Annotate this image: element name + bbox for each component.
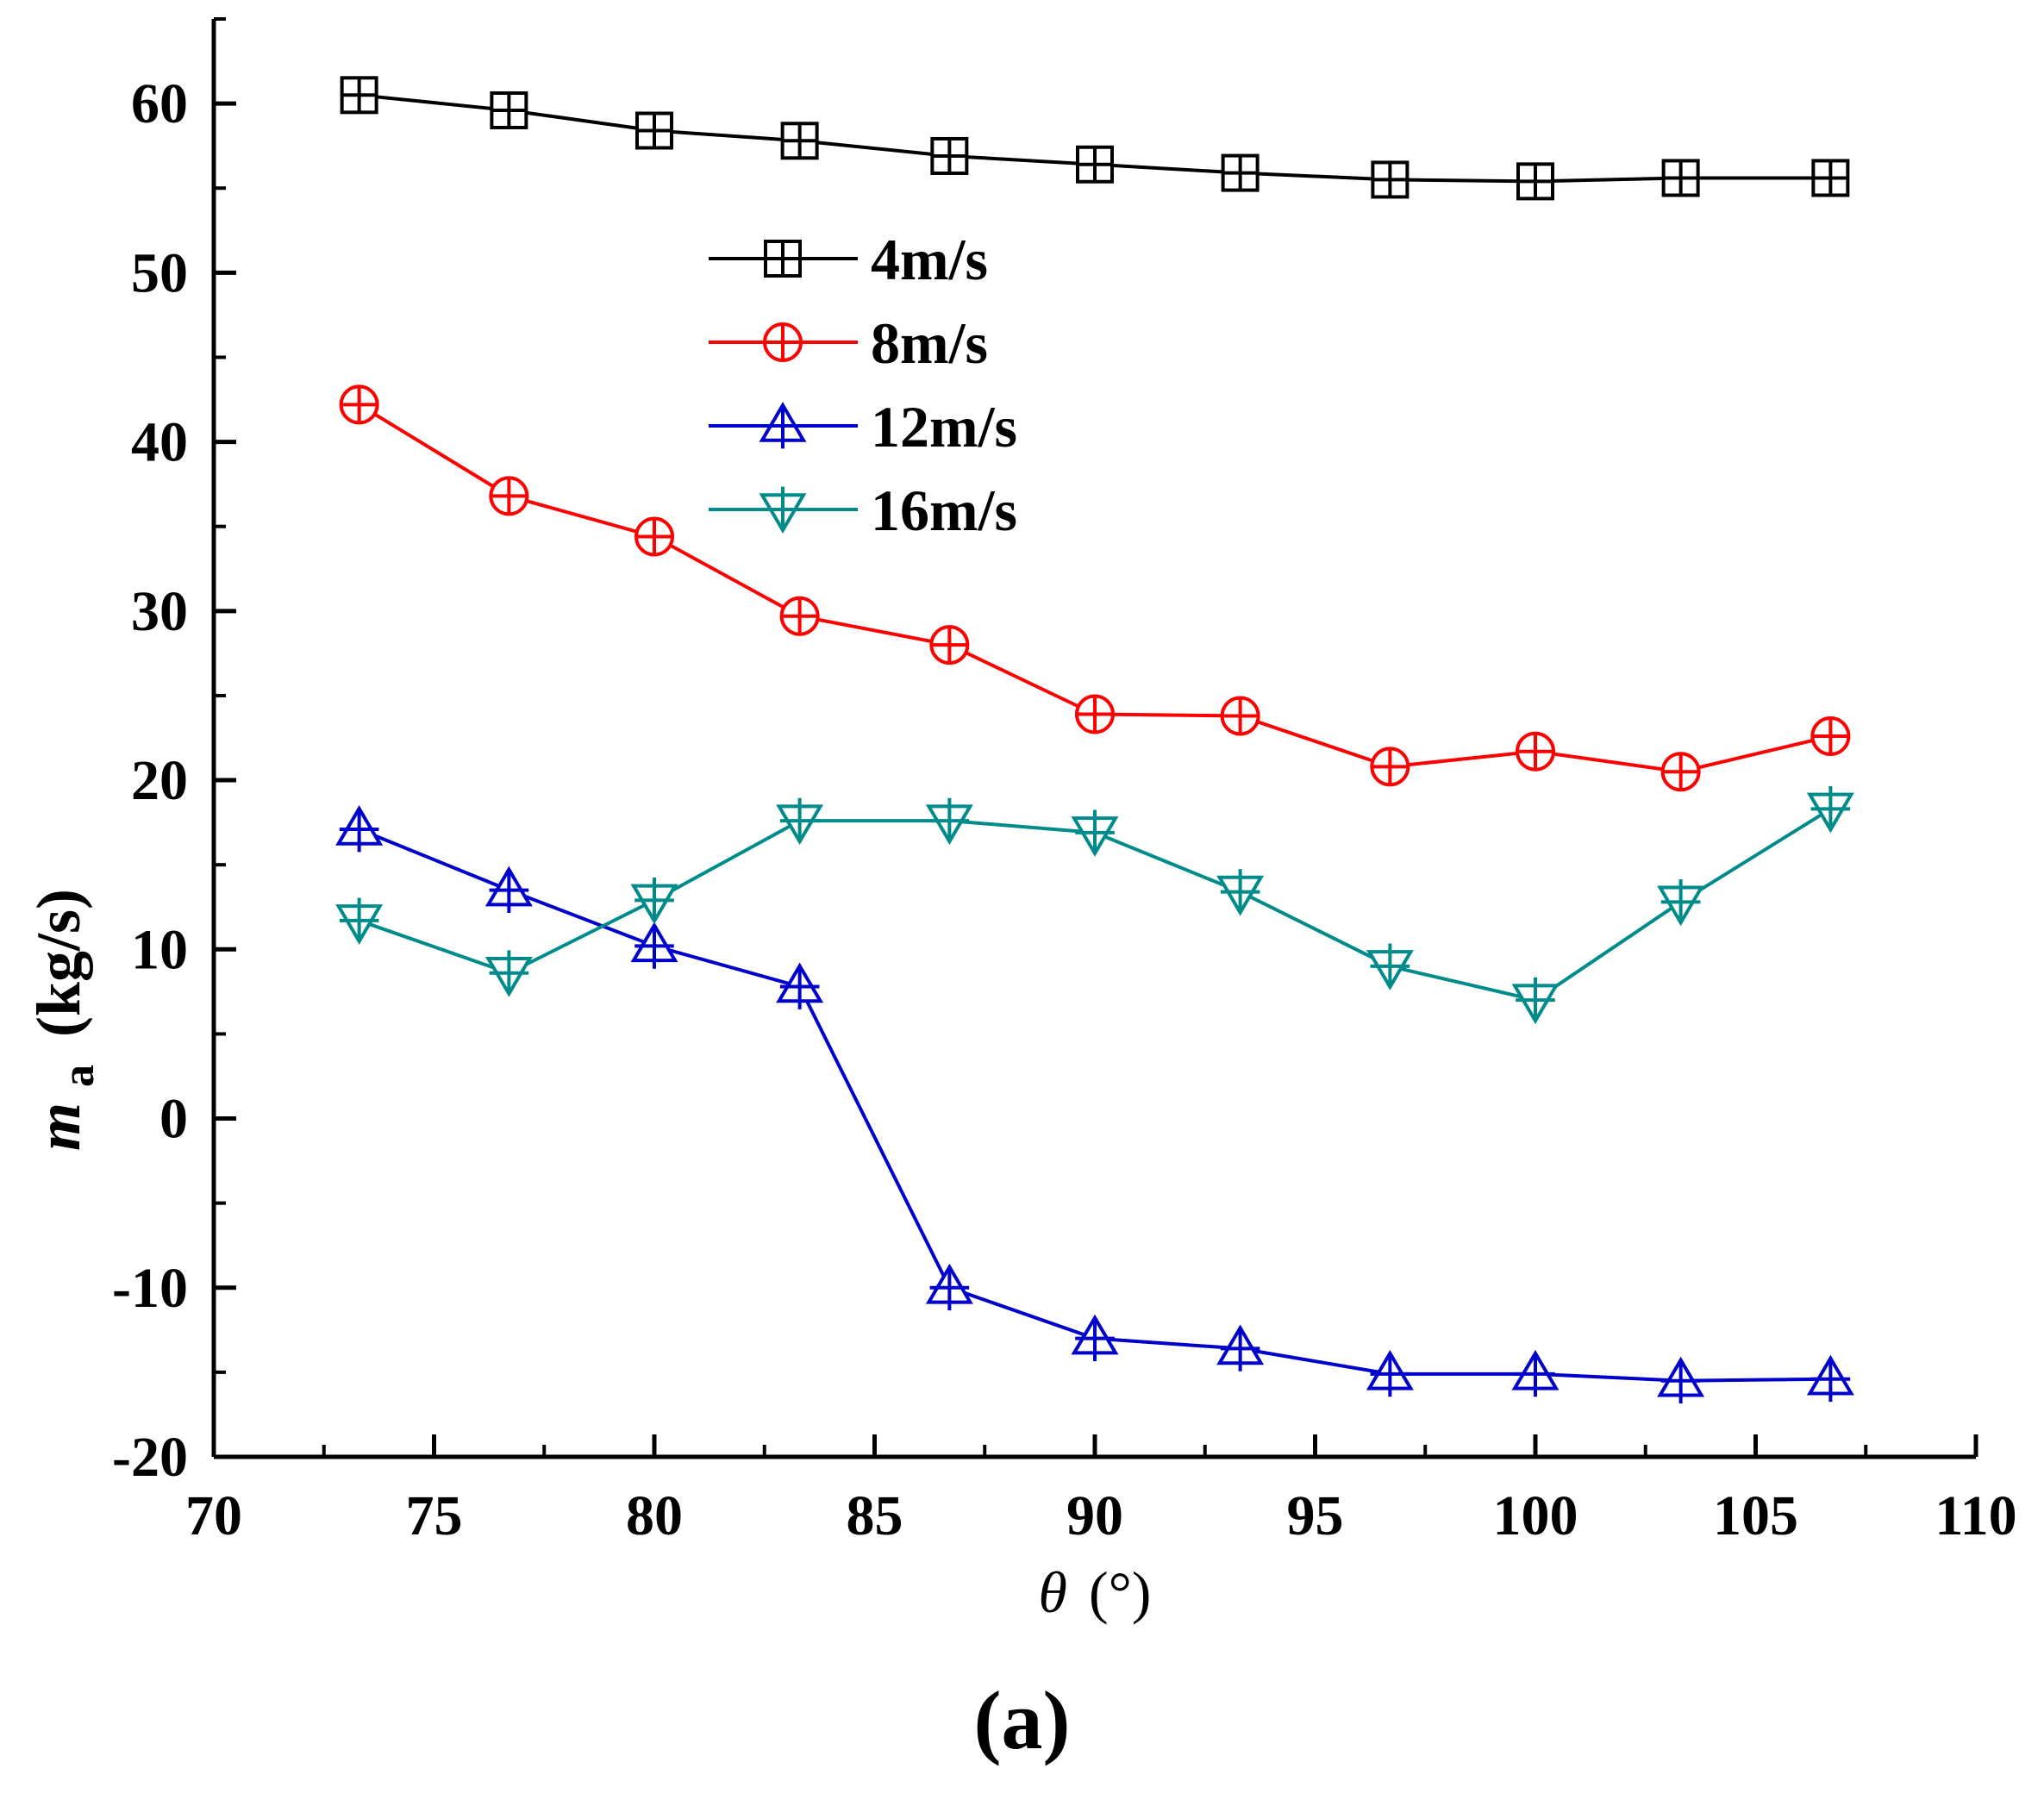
- x-axis-symbol: θ: [1039, 1559, 1067, 1625]
- data-point: [929, 625, 970, 665]
- data-point: [1657, 1356, 1705, 1404]
- data-point: [484, 865, 533, 914]
- y-tick-label: 10: [131, 918, 188, 981]
- data-point: [1071, 809, 1119, 857]
- data-point: [1810, 716, 1851, 757]
- data-point: [1216, 1324, 1265, 1371]
- legend-marker: [764, 240, 802, 278]
- axes: 70 75 80 85 90 95 100 105 110 -20 -10 0 10 20 30 40 50 60: [112, 17, 2017, 1547]
- data-point: [1806, 786, 1854, 834]
- y-axis-symbol: m: [24, 1103, 93, 1151]
- x-tick-label: 80: [626, 1484, 683, 1547]
- legend-entry: 4m/s: [709, 227, 988, 292]
- data-point: [1366, 943, 1414, 990]
- series-8m-s: [339, 384, 1851, 792]
- legend-label: 4m/s: [871, 227, 988, 292]
- series-16m-s: [335, 786, 1854, 1025]
- data-point: [776, 797, 824, 846]
- data-point: [335, 805, 384, 853]
- panel-label: (a): [973, 1674, 1071, 1766]
- data-point: [340, 76, 378, 115]
- legend-marker: [759, 402, 807, 449]
- x-tick-label: 90: [1066, 1484, 1123, 1547]
- data-point: [630, 922, 678, 969]
- y-tick-label: 60: [131, 72, 188, 135]
- data-point: [925, 1263, 973, 1311]
- data-point: [1811, 159, 1850, 197]
- y-tick-label: 50: [131, 241, 188, 304]
- x-axis-label: θ (°): [1039, 1559, 1152, 1625]
- x-tick-label: 70: [185, 1484, 242, 1547]
- data-point: [335, 897, 384, 945]
- data-point: [1071, 1314, 1119, 1362]
- data-point: [930, 136, 969, 175]
- series-layer: [335, 76, 1854, 1404]
- legend-label: 8m/s: [871, 310, 988, 376]
- data-point: [1660, 752, 1701, 792]
- data-point: [1366, 1349, 1414, 1397]
- legend: 4m/s 8m/s 12m/s 16m/s: [709, 227, 1017, 543]
- data-point: [1516, 731, 1555, 772]
- x-axis-unit: (°): [1089, 1559, 1151, 1625]
- x-tick-label: 95: [1287, 1484, 1344, 1547]
- legend-label: 12m/s: [871, 394, 1017, 459]
- y-tick-label: 20: [131, 749, 188, 812]
- data-point: [1220, 696, 1260, 736]
- data-point: [634, 516, 674, 557]
- data-point: [1661, 159, 1700, 197]
- y-axis-subscript: a: [54, 1065, 103, 1087]
- data-point: [484, 950, 533, 997]
- legend-entry: 12m/s: [709, 394, 1017, 459]
- data-point: [780, 122, 819, 160]
- data-point: [489, 476, 529, 516]
- data-point: [635, 111, 673, 150]
- x-tick-label: 110: [1935, 1484, 2016, 1547]
- axis-labels: θ (°) m a (kg/s): [24, 889, 1151, 1625]
- series-12m-s: [335, 805, 1854, 1404]
- data-point: [490, 91, 528, 129]
- legend-marker: [759, 486, 807, 534]
- data-point: [1221, 153, 1260, 192]
- data-point: [1370, 747, 1410, 787]
- data-point: [1075, 694, 1115, 734]
- data-point: [630, 877, 678, 925]
- data-point: [1516, 162, 1554, 201]
- legend-label: 16m/s: [871, 478, 1017, 543]
- data-point: [776, 962, 824, 1009]
- y-tick-label: -20: [112, 1426, 188, 1489]
- y-axis-label: m a (kg/s): [24, 889, 107, 1151]
- data-point: [1076, 145, 1114, 184]
- data-point: [1657, 878, 1705, 927]
- y-tick-label: 0: [159, 1088, 188, 1151]
- legend-entry: 16m/s: [709, 478, 1017, 543]
- legend-marker: [763, 322, 803, 362]
- series-line: [358, 828, 1831, 1383]
- series-4m-s: [340, 76, 1850, 201]
- data-point: [925, 797, 973, 846]
- y-tick-label: 40: [131, 411, 188, 474]
- y-tick-label: -10: [112, 1257, 188, 1320]
- data-point: [1511, 1349, 1560, 1397]
- data-point: [1371, 160, 1410, 199]
- y-axis-unit: (kg/s): [24, 889, 93, 1037]
- x-tick-label: 105: [1713, 1484, 1798, 1547]
- data-point: [1216, 869, 1265, 916]
- data-point: [1806, 1354, 1854, 1403]
- x-tick-label: 75: [406, 1484, 463, 1547]
- data-point: [779, 596, 820, 636]
- legend-entry: 8m/s: [709, 310, 988, 376]
- x-tick-label: 85: [847, 1484, 903, 1547]
- data-point: [1511, 977, 1560, 1025]
- x-tick-label: 100: [1493, 1484, 1578, 1547]
- y-tick-label: 30: [131, 580, 188, 643]
- data-point: [339, 384, 379, 425]
